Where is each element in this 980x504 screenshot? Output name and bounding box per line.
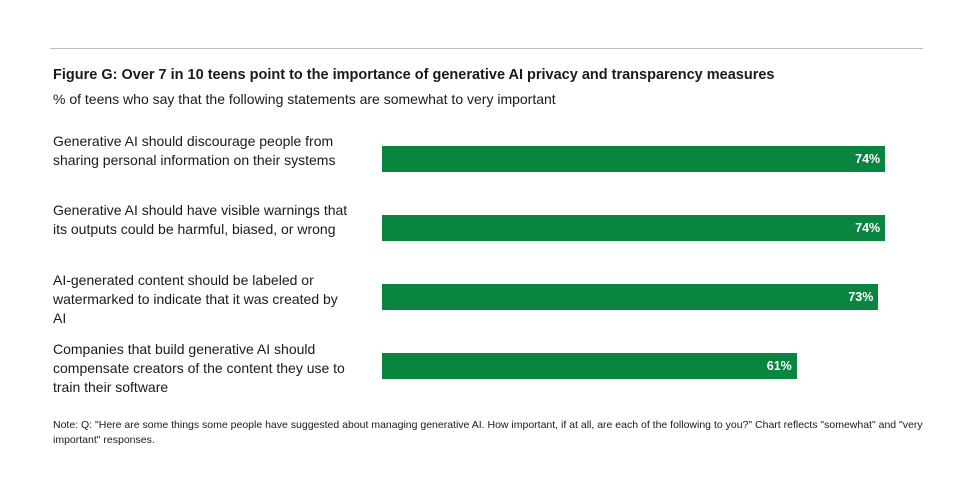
bar-1: 74%	[382, 146, 886, 172]
top-divider	[50, 48, 923, 49]
bar-value-label-3: 73%	[848, 290, 874, 304]
category-label-4: Companies that build generative AI shoul…	[53, 341, 345, 395]
bar-value-label-4: 61%	[766, 359, 792, 373]
chart-subtitle: % of teens who say that the following st…	[53, 91, 556, 107]
chart-title: Figure G: Over 7 in 10 teens point to th…	[53, 67, 775, 83]
bar-value-label-2: 74%	[855, 221, 881, 235]
category-label-2: Generative AI should have visible warnin…	[53, 202, 348, 237]
bar-4: 61%	[382, 353, 797, 379]
category-label-3: AI-generated content should be labeled o…	[53, 272, 338, 326]
bar-2: 74%	[382, 215, 886, 241]
bar-3: 73%	[382, 284, 879, 310]
category-label-1: Generative AI should discourage people f…	[53, 133, 336, 168]
bar-value-label-1: 74%	[855, 152, 881, 166]
chart-note: Note: Q: "Here are some things some peop…	[53, 419, 923, 446]
